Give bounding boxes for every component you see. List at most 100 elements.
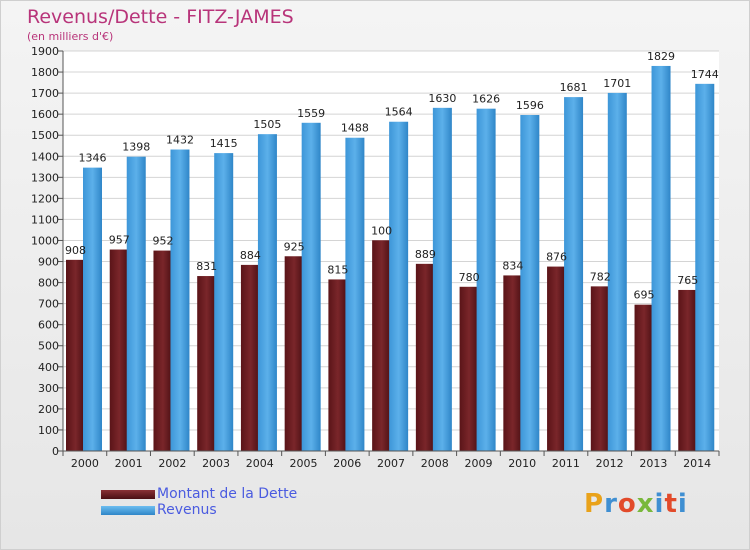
revenue-value-label: 1415 (210, 137, 238, 150)
logo-letter: x (636, 489, 655, 519)
revenue-value-label: 1681 (560, 81, 588, 94)
debt-value-label: 925 (284, 240, 305, 253)
x-tick-label: 2007 (377, 457, 405, 470)
debt-bar (153, 250, 173, 451)
x-tick-label: 2006 (333, 457, 361, 470)
y-tick-label: 700 (38, 298, 59, 311)
logo-letter: P (584, 489, 605, 519)
revenue-bar (83, 167, 102, 451)
y-tick-label: 1100 (31, 213, 59, 226)
y-tick-label: 1800 (31, 66, 59, 79)
x-tick-label: 2001 (115, 457, 143, 470)
y-tick-label: 900 (38, 256, 59, 269)
debt-value-label: 952 (152, 235, 173, 248)
y-tick-label: 0 (52, 445, 59, 458)
revenue-value-label: 1505 (253, 118, 281, 131)
legend-label-revenue: Revenus (157, 502, 217, 518)
debt-bar (590, 286, 610, 451)
y-tick-label: 1400 (31, 150, 59, 163)
x-tick-label: 2010 (508, 457, 536, 470)
debt-bar (503, 275, 523, 451)
debt-bar (197, 276, 217, 451)
revenue-bar (651, 65, 671, 452)
revenue-value-label: 1630 (428, 92, 456, 105)
x-tick-label: 2002 (158, 457, 186, 470)
x-tick-label: 2013 (639, 457, 667, 470)
y-tick-label: 1600 (31, 108, 59, 121)
debt-value-label: 831 (196, 260, 217, 273)
debt-bar (459, 286, 479, 451)
y-tick-label: 1500 (31, 129, 59, 142)
y-tick-label: 1300 (31, 171, 59, 184)
y-tick-label: 1900 (31, 45, 59, 58)
x-tick-label: 2000 (71, 457, 99, 470)
debt-value-label: 765 (677, 274, 698, 287)
y-tick-label: 100 (38, 424, 59, 437)
debt-value-label: 695 (634, 289, 655, 302)
x-tick-label: 2012 (596, 457, 624, 470)
debt-value-label: 100 (371, 224, 392, 237)
logo-letter: i (677, 489, 688, 519)
revenue-value-label: 1559 (297, 107, 325, 120)
legend-label-debt: Montant de la Dette (157, 486, 298, 502)
y-tick-label: 400 (38, 361, 59, 374)
debt-bar (372, 240, 392, 451)
debt-bar (109, 249, 129, 451)
debt-value-label: 884 (240, 249, 261, 262)
logo-letter: t (664, 489, 678, 519)
proxiti-logo: Proxiti (584, 489, 688, 519)
revenue-bar (126, 156, 146, 451)
debt-bar (678, 289, 698, 451)
debt-value-label: 815 (327, 263, 348, 276)
revenue-bar (301, 122, 321, 451)
debt-value-label: 780 (459, 271, 480, 284)
y-tick-label: 1200 (31, 192, 59, 205)
y-tick-label: 500 (38, 340, 59, 353)
y-tick-label: 300 (38, 382, 59, 395)
y-tick-label: 1000 (31, 234, 59, 247)
debt-bar (240, 264, 260, 451)
debt-value-label: 782 (590, 270, 611, 283)
debt-bar (284, 256, 304, 451)
debt-value-label: 834 (502, 259, 523, 272)
chart-title: Revenus/Dette - FITZ-JAMES (27, 6, 294, 28)
logo-letter: i (654, 489, 665, 519)
debt-bar (634, 304, 654, 451)
debt-bar (328, 279, 348, 451)
debt-value-label: 876 (546, 251, 567, 264)
revenue-bar (476, 108, 496, 452)
x-tick-label: 2011 (552, 457, 580, 470)
y-tick-label: 1700 (31, 87, 59, 100)
revenue-value-label: 1564 (385, 106, 413, 119)
y-tick-label: 200 (38, 403, 59, 416)
legend-swatch-revenue (101, 506, 155, 515)
x-axis: 2000 2001 2002 2003 2004 2005 2006 2007 2008 2009… (62, 450, 720, 470)
revenue-value-label: 1701 (603, 77, 631, 90)
legend-swatch-debt (101, 490, 155, 499)
revenue-bar (432, 107, 452, 451)
revenue-bar (520, 115, 540, 451)
y-tick-label: 800 (38, 277, 59, 290)
logo-letter: o (617, 489, 637, 519)
revenue-value-label: 1432 (166, 134, 194, 147)
debt-value-label: 889 (415, 248, 436, 261)
x-tick-label: 2003 (202, 457, 230, 470)
revenue-bar (257, 134, 277, 451)
x-tick-label: 2009 (464, 457, 492, 470)
revenue-value-label: 1596 (516, 99, 544, 112)
debt-value-label: 957 (109, 234, 130, 247)
data-labels: 908 1346 957 1398 952 1432 831 1415 884 1505 925 15… (65, 50, 719, 302)
revenue-value-label: 1829 (647, 50, 675, 63)
revenue-bar (170, 149, 190, 452)
revenue-bar (214, 153, 234, 451)
bars (66, 65, 715, 452)
x-tick-label: 2005 (290, 457, 318, 470)
revenue-bar (389, 121, 409, 451)
y-axis: 0 100 200 300 400 500 600 700 800 900 1000 1100 1200… (31, 45, 64, 458)
y-tick-label: 600 (38, 319, 59, 332)
chart-subtitle: (en milliers d'€) (27, 30, 114, 43)
revenue-value-label: 1346 (79, 152, 107, 165)
debt-bar (66, 259, 85, 451)
